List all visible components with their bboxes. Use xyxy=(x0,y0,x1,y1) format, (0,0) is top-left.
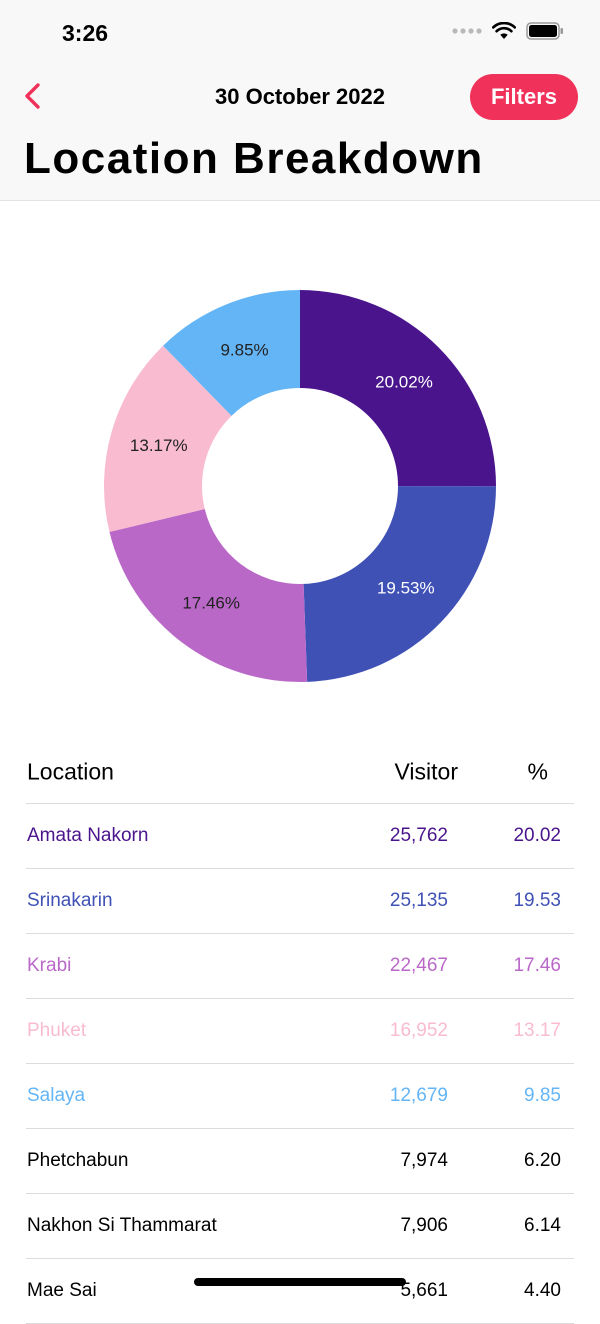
row-location: Salaya xyxy=(27,1085,86,1106)
header-percent: % xyxy=(527,758,548,784)
table-body: Amata Nakorn 25,762 20.02 Srinakarin 25,… xyxy=(26,804,574,1324)
row-location: Phuket xyxy=(27,1020,87,1041)
row-visitor: 25,135 xyxy=(389,890,448,911)
donut-slice-label: 13.17% xyxy=(130,436,188,455)
back-button[interactable] xyxy=(14,78,50,114)
donut-chart-svg: 20.02% 19.53% 17.46% 13.17% 9.85% xyxy=(104,290,496,682)
location-table: Location Visitor % Amata Nakorn 25,762 2… xyxy=(26,740,574,1324)
table-row[interactable]: Krabi 22,467 17.46 xyxy=(26,934,574,999)
row-percent: 9.85 xyxy=(524,1085,561,1106)
row-location: Mae Sai xyxy=(27,1280,97,1301)
row-percent: 6.14 xyxy=(524,1215,561,1236)
donut-slice[interactable] xyxy=(109,508,308,682)
row-location: Nakhon Si Thammarat xyxy=(27,1215,217,1236)
donut-slice[interactable] xyxy=(303,486,496,682)
row-visitor: 12,679 xyxy=(389,1085,448,1106)
table-row[interactable]: Salaya 12,679 9.85 xyxy=(26,1064,574,1129)
navigation-header: 30 October 2022 Filters Location Breakdo… xyxy=(0,66,600,201)
row-percent: 20.02 xyxy=(513,825,561,846)
header-visitor: Visitor xyxy=(394,758,459,784)
row-visitor: 7,906 xyxy=(400,1215,448,1236)
row-visitor: 16,952 xyxy=(389,1020,448,1041)
row-location: Phetchabun xyxy=(27,1150,129,1171)
table-row[interactable]: Phuket 16,952 13.17 xyxy=(26,999,574,1064)
status-time: 3:26 xyxy=(62,20,109,46)
row-percent: 4.40 xyxy=(524,1280,561,1301)
donut-slice-label: 9.85% xyxy=(220,340,268,359)
donut-slice-label: 20.02% xyxy=(375,373,433,392)
home-indicator xyxy=(194,1278,406,1286)
table-row[interactable]: Phetchabun 7,974 6.20 xyxy=(26,1129,574,1194)
signal-dots-icon xyxy=(452,28,482,34)
row-percent: 19.53 xyxy=(513,890,561,911)
row-location: Amata Nakorn xyxy=(27,825,149,846)
page-title: Location Breakdown xyxy=(24,134,484,183)
table-row[interactable]: Mae Sai 5,661 4.40 xyxy=(26,1259,574,1324)
table-row[interactable]: Nakhon Si Thammarat 7,906 6.14 xyxy=(26,1194,574,1259)
wifi-icon xyxy=(492,22,516,39)
header-location: Location xyxy=(27,758,114,784)
donut-slice[interactable] xyxy=(163,290,300,416)
table-header: Location Visitor % xyxy=(26,740,574,804)
donut-chart: 20.02% 19.53% 17.46% 13.17% 9.85% xyxy=(0,200,600,740)
row-visitor: 25,762 xyxy=(389,825,448,846)
table-row[interactable]: Amata Nakorn 25,762 20.02 xyxy=(26,804,574,869)
status-icons xyxy=(452,22,564,40)
row-location: Srinakarin xyxy=(27,890,113,911)
battery-icon xyxy=(526,22,563,40)
donut-slice[interactable] xyxy=(104,345,232,532)
row-percent: 13.17 xyxy=(513,1020,561,1041)
row-visitor: 7,974 xyxy=(400,1150,448,1171)
chevron-left-icon xyxy=(25,83,40,109)
nav-date: 30 October 2022 xyxy=(215,84,385,109)
table-row[interactable]: Srinakarin 25,135 19.53 xyxy=(26,869,574,934)
row-visitor: 22,467 xyxy=(389,955,448,976)
row-location: Krabi xyxy=(27,955,72,976)
filters-button[interactable]: Filters xyxy=(470,74,578,120)
donut-slice-label: 17.46% xyxy=(182,594,240,613)
row-percent: 17.46 xyxy=(513,955,561,976)
row-visitor: 5,661 xyxy=(400,1280,448,1301)
row-percent: 6.20 xyxy=(524,1150,561,1171)
donut-slice-label: 19.53% xyxy=(377,579,435,598)
donut-slice[interactable] xyxy=(300,290,496,487)
status-bar: 3:26 xyxy=(0,0,600,66)
